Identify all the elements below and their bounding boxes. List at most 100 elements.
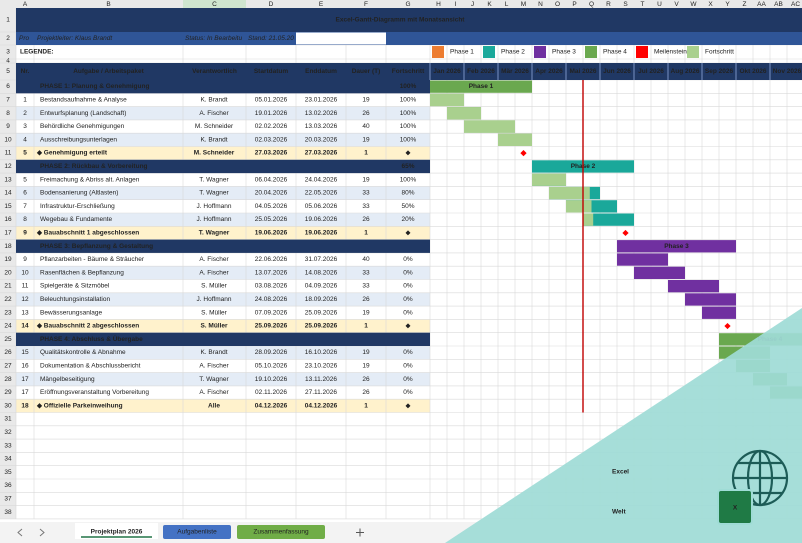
row-number: 35 (4, 469, 12, 476)
sheet-tab[interactable] (237, 525, 325, 539)
column-letter: T (641, 1, 645, 8)
task-name: Bestandsaufnahme & Analyse (40, 96, 127, 103)
task-owner: A. Fischer (199, 269, 229, 276)
task-name: Ausschreibungsunterlagen (40, 136, 117, 143)
task-progress: 0% (403, 269, 413, 276)
month-heading: Jul 2026 (638, 68, 664, 75)
column-letter: X (708, 1, 713, 8)
logo-text: Welt (612, 509, 626, 516)
row-number: 15 (4, 203, 12, 210)
task-end: 25.09.2026 (305, 323, 338, 330)
task-name: Dokumentation & Abschlussbericht (40, 362, 141, 369)
month-heading: Okt 2026 (739, 68, 766, 75)
row-number: 25 (4, 336, 12, 343)
task-end: 27.03.2026 (305, 150, 338, 157)
legend-swatch (636, 46, 648, 58)
task-owner: T. Wagner (199, 176, 229, 183)
task-progress: 0% (403, 296, 413, 303)
column-letter: Z (743, 1, 747, 8)
row-number: 28 (4, 376, 12, 383)
task-row-bg (16, 133, 430, 147)
phase-row-bg (16, 159, 430, 174)
phase-row-bg (16, 332, 430, 346)
sheet-tab-label[interactable]: Zusammenfassung (253, 529, 309, 536)
task-progress-bar (532, 173, 566, 186)
task-bar (583, 213, 634, 226)
task-name: Entwurfsplanung (Landschaft) (40, 110, 126, 117)
sheet-tab[interactable] (163, 525, 231, 539)
column-letter: O (555, 1, 560, 8)
row-number: 14 (4, 190, 12, 197)
add-sheet[interactable] (356, 528, 364, 537)
task-name: Behördliche Genehmigungen (40, 123, 125, 130)
tab-nav-next[interactable] (39, 528, 45, 537)
task-owner: K. Brandt (200, 136, 227, 143)
milestone-row-bg (16, 146, 430, 160)
sheet-tab-label[interactable]: Aufgabenliste (177, 529, 217, 536)
task-progress-bar (464, 120, 515, 133)
task-duration: 26 (362, 376, 370, 383)
task-progress-bar (498, 133, 532, 146)
month-heading: Feb 2026 (467, 68, 495, 75)
task-row-bg (16, 292, 430, 307)
task-number: 17 (21, 376, 29, 383)
legend-label: LEGENDE: (20, 49, 54, 56)
task-duration: 19 (362, 309, 370, 316)
task-name: Bewässerungsanlage (40, 309, 103, 316)
task-progress: ◆ (406, 402, 412, 409)
month-heading: Jun 2026 (603, 68, 631, 75)
row-number: 18 (4, 243, 12, 250)
row-number: 38 (4, 509, 12, 516)
row-number: 5 (6, 68, 10, 75)
task-number: 2 (23, 110, 27, 117)
column-letter: F (364, 1, 368, 8)
phase-title: PHASE 1: Planung & Genehmigung (40, 83, 149, 90)
legend-swatch (687, 46, 699, 58)
task-number: 14 (21, 323, 29, 330)
row-number: 17 (4, 229, 12, 236)
task-end: 24.04.2026 (305, 176, 338, 183)
phase-title: PHASE 4: Abschluss & Übergabe (40, 334, 143, 343)
task-duration: 26 (362, 216, 370, 223)
phase-row-bg (16, 239, 430, 253)
phase-bar-label: Phase 3 (664, 243, 689, 250)
task-number: 10 (21, 269, 29, 276)
info-bg (16, 32, 802, 45)
task-start: 02.02.2026 (255, 123, 288, 130)
task-progress: 0% (403, 362, 413, 369)
sheet-tab-label[interactable]: Projektplan 2026 (91, 529, 143, 536)
task-duration: 19 (362, 136, 370, 143)
task-owner: S. Müller (201, 283, 227, 290)
task-progress: 100% (400, 96, 417, 103)
milestone-marker (520, 150, 527, 157)
column-heading: Startdatum (254, 68, 289, 75)
task-owner: K. Brandt (200, 96, 227, 103)
row-number: 3 (6, 49, 10, 56)
task-end: 27.11.2026 (305, 389, 337, 396)
task-owner: J. Hoffmann (197, 216, 232, 223)
task-row-bg (16, 213, 430, 227)
column-letter: C (212, 1, 217, 8)
task-name: Bodensanierung (Altlasten) (40, 190, 118, 197)
task-number: 3 (23, 123, 27, 130)
task-owner: A. Fischer (199, 256, 229, 263)
task-owner: T. Wagner (199, 376, 229, 383)
tab-nav-prev[interactable] (17, 528, 23, 537)
task-row-bg (16, 346, 430, 360)
task-start: 05.01.2026 (255, 96, 288, 103)
column-letter: S (623, 1, 628, 8)
task-duration: 1 (364, 150, 368, 157)
sheet-title: Excel-Gantt-Diagramm mit Monatsansicht (336, 17, 466, 24)
task-start: 06.04.2026 (255, 176, 288, 183)
row-number: 12 (4, 163, 12, 170)
legend-entry: Meilenstein (654, 49, 687, 56)
task-end: 13.02.2026 (305, 110, 338, 117)
sheet-tab-active[interactable] (75, 523, 158, 539)
legend-entry: Phase 1 (450, 49, 474, 56)
row-number: 36 (4, 482, 12, 489)
task-duration: 40 (362, 123, 370, 130)
phase-title: PHASE 2: Rückbau & Vorbereitung (40, 163, 148, 170)
row-number: 24 (4, 323, 12, 330)
task-end: 25.09.2026 (305, 309, 338, 316)
task-start: 05.10.2026 (255, 362, 288, 369)
